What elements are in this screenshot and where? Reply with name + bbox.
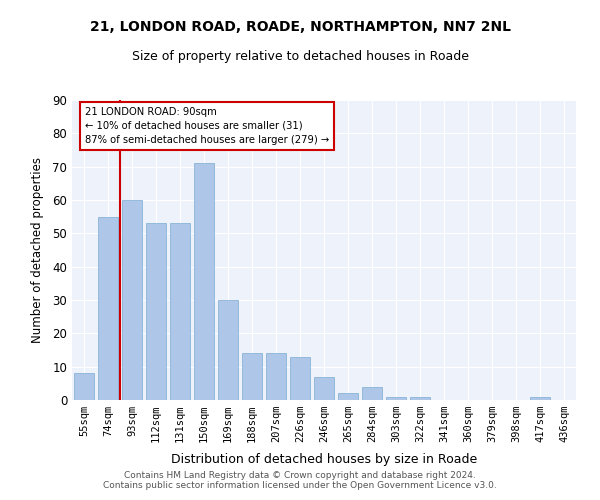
Bar	[290, 356, 310, 400]
Text: 21 LONDON ROAD: 90sqm
← 10% of detached houses are smaller (31)
87% of semi-deta: 21 LONDON ROAD: 90sqm ← 10% of detached …	[85, 106, 329, 144]
Bar	[98, 216, 118, 400]
Bar	[122, 200, 142, 400]
Bar	[218, 300, 238, 400]
Y-axis label: Number of detached properties: Number of detached properties	[31, 157, 44, 343]
Bar	[170, 224, 190, 400]
Bar	[410, 396, 430, 400]
X-axis label: Distribution of detached houses by size in Roade: Distribution of detached houses by size …	[171, 454, 477, 466]
Bar	[314, 376, 334, 400]
Bar	[194, 164, 214, 400]
Bar	[242, 354, 262, 400]
Text: Size of property relative to detached houses in Roade: Size of property relative to detached ho…	[131, 50, 469, 63]
Bar	[146, 224, 166, 400]
Bar	[362, 386, 382, 400]
Text: Contains HM Land Registry data © Crown copyright and database right 2024.
Contai: Contains HM Land Registry data © Crown c…	[103, 470, 497, 490]
Text: 21, LONDON ROAD, ROADE, NORTHAMPTON, NN7 2NL: 21, LONDON ROAD, ROADE, NORTHAMPTON, NN7…	[89, 20, 511, 34]
Bar	[338, 394, 358, 400]
Bar	[74, 374, 94, 400]
Bar	[266, 354, 286, 400]
Bar	[530, 396, 550, 400]
Bar	[386, 396, 406, 400]
